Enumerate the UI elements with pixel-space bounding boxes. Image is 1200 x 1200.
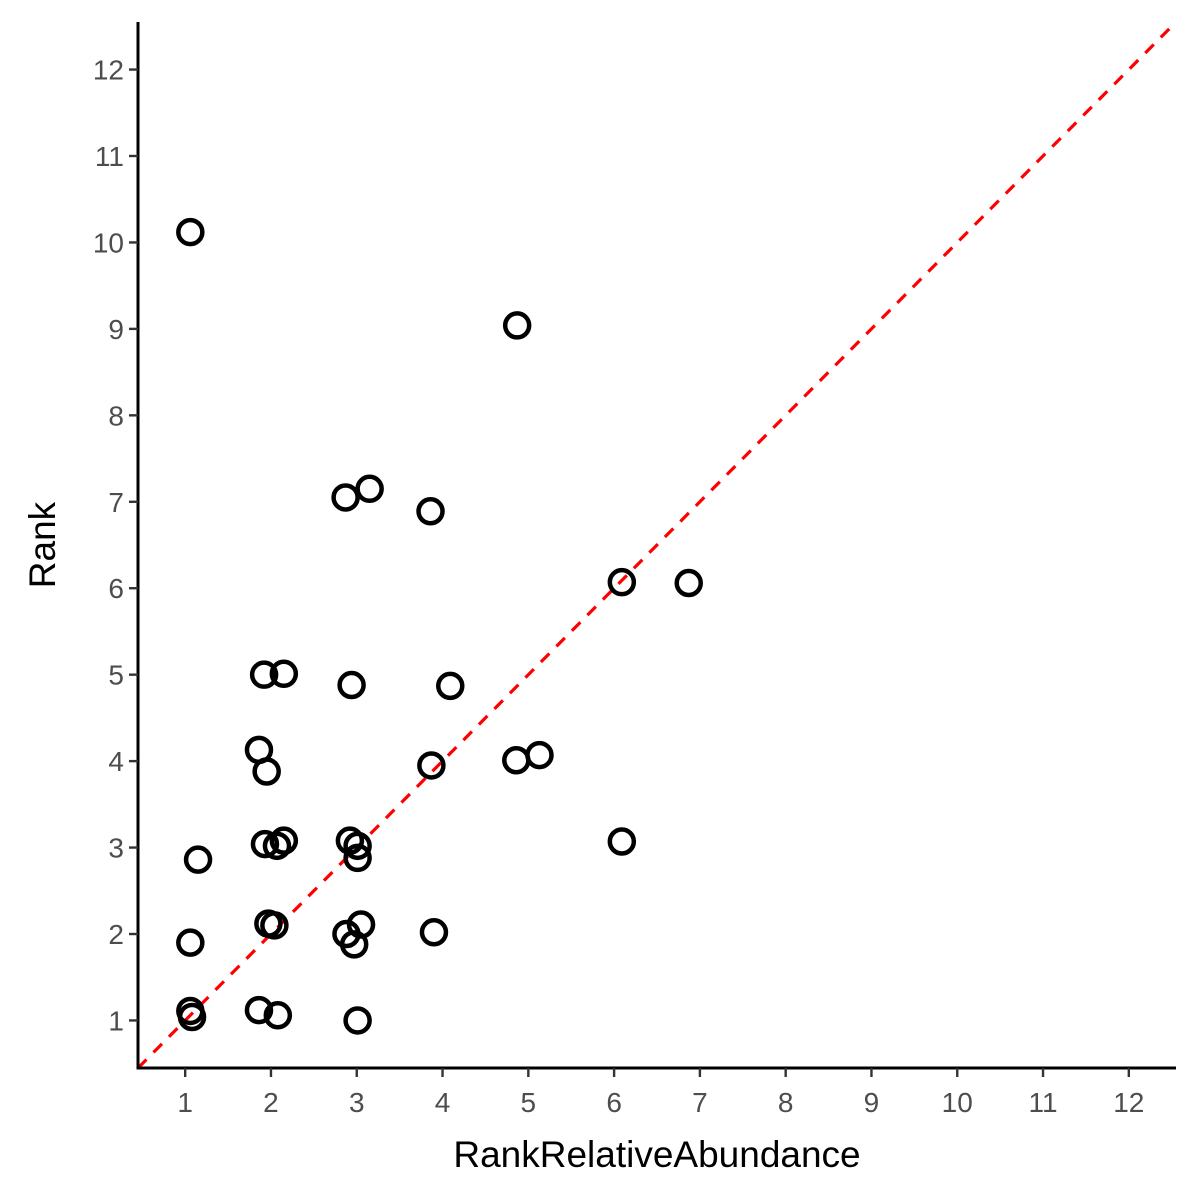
y-tick-label: 12 <box>93 55 124 86</box>
identity-reference-line <box>136 20 1178 1070</box>
data-point <box>343 831 372 861</box>
x-tick-label: 11 <box>1028 1087 1057 1118</box>
data-point <box>607 567 637 597</box>
x-axis-title: RankRelativeAbundance <box>453 1134 860 1175</box>
y-tick-label: 8 <box>108 400 124 431</box>
x-tick-label: 9 <box>864 1087 880 1118</box>
y-tick-label: 6 <box>108 573 124 604</box>
data-point <box>252 757 281 786</box>
data-point <box>417 751 446 780</box>
y-tick-label: 3 <box>108 833 124 864</box>
data-point <box>337 670 366 700</box>
data-point <box>183 845 213 874</box>
axes-layer <box>136 22 1176 1070</box>
data-point <box>176 928 205 957</box>
data-point <box>419 918 449 947</box>
data-point <box>269 659 299 689</box>
data-point <box>249 660 279 689</box>
y-tick-label: 5 <box>108 660 124 691</box>
data-point <box>260 911 289 940</box>
data-point <box>502 311 532 340</box>
x-tick-label: 4 <box>435 1087 451 1118</box>
data-point <box>244 995 274 1025</box>
data-point <box>262 831 292 861</box>
x-tick-label: 1 <box>177 1087 193 1118</box>
data-point <box>502 746 531 775</box>
x-tick-label: 12 <box>1113 1087 1144 1118</box>
data-point <box>343 843 372 873</box>
data-point <box>436 671 465 701</box>
x-tick-label: 3 <box>349 1087 365 1118</box>
y-tick-label: 11 <box>95 141 124 172</box>
x-tick-label: 2 <box>263 1087 279 1118</box>
data-point <box>177 1002 207 1032</box>
data-point <box>339 930 369 959</box>
x-tick-label: 5 <box>521 1087 537 1118</box>
data-point <box>263 1001 293 1030</box>
data-point <box>525 740 554 770</box>
points-layer <box>176 217 703 1035</box>
x-tick-label: 6 <box>606 1087 622 1118</box>
data-point <box>269 826 299 855</box>
data-point <box>416 497 445 526</box>
data-point <box>250 829 280 859</box>
x-tick-label: 10 <box>942 1087 973 1118</box>
y-tick-label: 2 <box>108 919 124 950</box>
data-point <box>176 217 205 247</box>
y-axis-title: Rank <box>22 501 63 588</box>
y-tick-label: 1 <box>108 1005 124 1036</box>
data-point <box>607 827 637 856</box>
y-tick-label: 10 <box>93 227 124 258</box>
data-point <box>355 474 384 504</box>
data-point <box>331 483 360 512</box>
y-tick-label: 9 <box>108 314 124 345</box>
x-tick-label: 8 <box>778 1087 794 1118</box>
data-point <box>674 568 703 598</box>
y-tick-label: 7 <box>108 487 124 518</box>
x-ticks: 1 2 3 4 5 6 7 8 9 10 11 12 <box>177 1068 1144 1118</box>
x-tick-label: 7 <box>692 1087 708 1118</box>
reference-line-layer <box>136 20 1178 1070</box>
y-tick-label: 4 <box>108 746 124 777</box>
data-point <box>343 1006 372 1035</box>
